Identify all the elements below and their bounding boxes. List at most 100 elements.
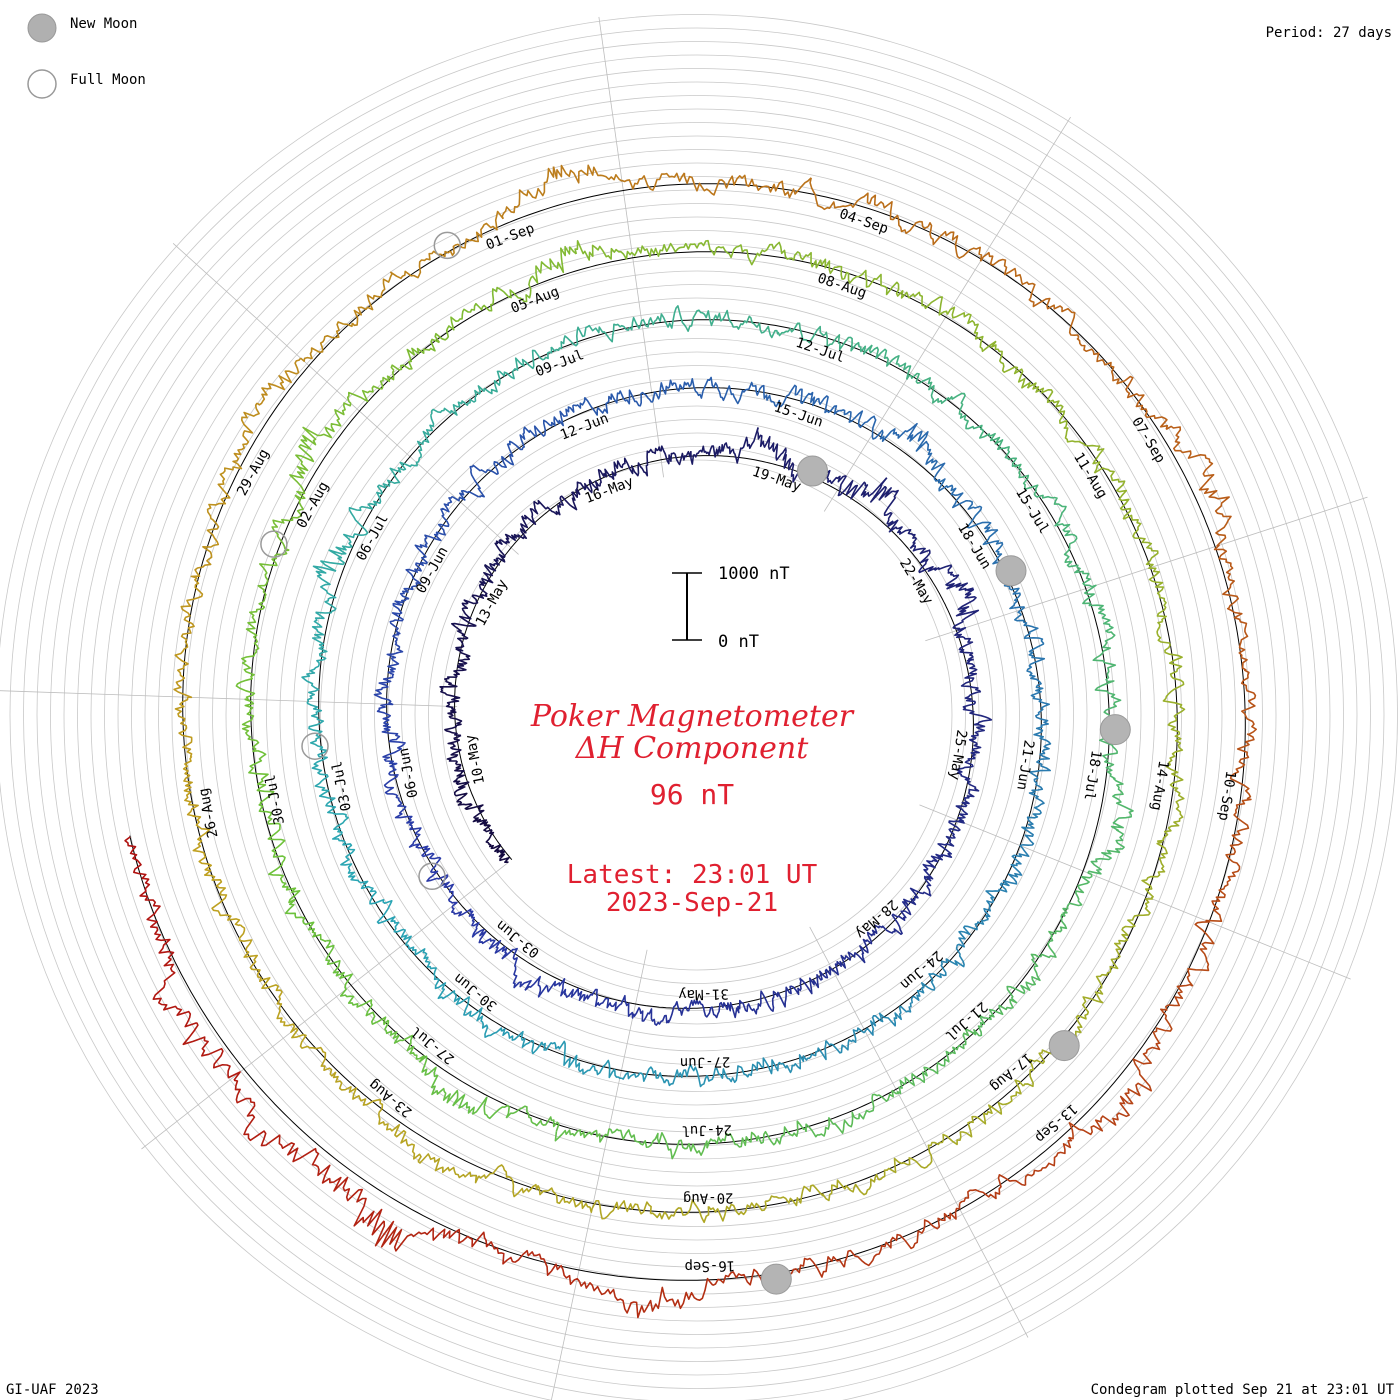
trace-segment [792, 251, 845, 280]
trace-segment [463, 1003, 503, 1038]
trace-segment [1028, 764, 1051, 808]
trace-segment [1148, 567, 1167, 622]
trace-segment [261, 977, 297, 1034]
trace-segment [348, 875, 393, 905]
grid-ring [50, 68, 1344, 1362]
trace-segment [241, 698, 260, 752]
trace-segment [351, 273, 393, 327]
trace-segment [651, 379, 689, 403]
date-label: 16-Sep [684, 1257, 735, 1274]
trace-segment [745, 177, 812, 199]
trace-segment [434, 302, 482, 343]
date-label: 24-Jul [681, 1121, 732, 1138]
date-label: 07-Sep [1128, 415, 1168, 467]
trace-segment [204, 874, 241, 927]
trace-segment [454, 1228, 516, 1265]
trace-segment [1141, 840, 1168, 900]
new-moon-marker [797, 455, 828, 487]
trace-segment [1014, 463, 1054, 499]
trace-segment [1024, 1136, 1073, 1186]
trace-segment [376, 703, 401, 741]
trace-segment [610, 389, 653, 407]
grid-spoke [919, 804, 1351, 980]
trace-segment [329, 1176, 385, 1236]
trace-segment [1198, 479, 1232, 547]
trace-segment [756, 427, 787, 461]
trace-segment [192, 815, 212, 876]
date-label: 03-Jul [329, 760, 355, 813]
trace-segment [446, 648, 471, 680]
trace-segment [521, 499, 558, 525]
trace-segment [451, 622, 477, 652]
trace-segment [906, 372, 950, 405]
trace-segment [475, 928, 508, 960]
trace-segment [1156, 620, 1183, 677]
trace-segment [765, 1184, 824, 1207]
new-moon-legend-icon [27, 13, 57, 43]
trace-segment [885, 901, 912, 936]
trace-segment [730, 315, 779, 339]
trace-segment [685, 239, 742, 259]
trace-segment [552, 164, 623, 184]
trace-segment [887, 519, 917, 549]
trace-segment [511, 346, 553, 373]
trace-segment [257, 549, 290, 598]
trace-segment [412, 843, 442, 879]
trace-segment [909, 545, 937, 574]
trace-segment [320, 533, 365, 572]
trace-segment [500, 1028, 544, 1055]
trace-segment [763, 384, 803, 408]
trace-segment [399, 562, 422, 600]
trace-segment [968, 723, 986, 757]
trace-segment [417, 1153, 480, 1184]
trace-segment [1030, 685, 1050, 727]
trace-segment [376, 903, 412, 946]
trace-segment [952, 587, 980, 631]
grid-spoke [0, 690, 458, 707]
trace-segment [927, 1115, 976, 1153]
trace-segment [706, 1065, 750, 1084]
trace-segment [514, 1249, 581, 1285]
trace-segment [1110, 777, 1134, 832]
trace-segment [1162, 675, 1186, 733]
trace-segment [1205, 861, 1241, 922]
trace-segment [389, 597, 410, 635]
grid-ring [441, 459, 953, 971]
trace-segment [748, 1057, 793, 1077]
trace-segment [488, 843, 510, 863]
trace-segment [1014, 606, 1045, 645]
trace-segment [505, 1105, 560, 1132]
trace-segment [1124, 1041, 1161, 1105]
trace-segment [555, 489, 581, 516]
trace-segment [706, 1131, 758, 1149]
date-label: 13-May [473, 577, 511, 629]
trace-segment [777, 322, 827, 344]
trace-segment [740, 241, 795, 266]
date-label: 23-Aug [366, 1076, 415, 1120]
grid-ring [333, 351, 1061, 1079]
grid-spoke [141, 862, 509, 1150]
trace-segment [284, 898, 327, 943]
trace-segment [1225, 798, 1252, 863]
trace-segment [378, 1112, 422, 1162]
trace-segment [868, 194, 929, 235]
date-label: 27-Jul [408, 1023, 457, 1067]
new-moon-legend-label: New Moon [70, 16, 137, 32]
trace-segment [933, 477, 969, 509]
trace-segment [232, 402, 260, 465]
trace-segment [937, 819, 965, 855]
trace-segment [809, 177, 871, 211]
trace-segment [859, 924, 887, 955]
trace-segment [206, 463, 243, 520]
trace-segment [311, 611, 328, 661]
trace-segment [955, 788, 975, 822]
latest-time: Latest: 23:01 UT [567, 860, 818, 890]
trace-segment [444, 706, 463, 737]
grid-ring [306, 324, 1088, 1106]
trace-segment [1240, 669, 1257, 735]
trace-segment [542, 1040, 581, 1071]
trace-segment [474, 370, 515, 398]
trace-segment [853, 1089, 899, 1120]
trace-segment [346, 369, 395, 404]
trace-segment [528, 245, 577, 290]
